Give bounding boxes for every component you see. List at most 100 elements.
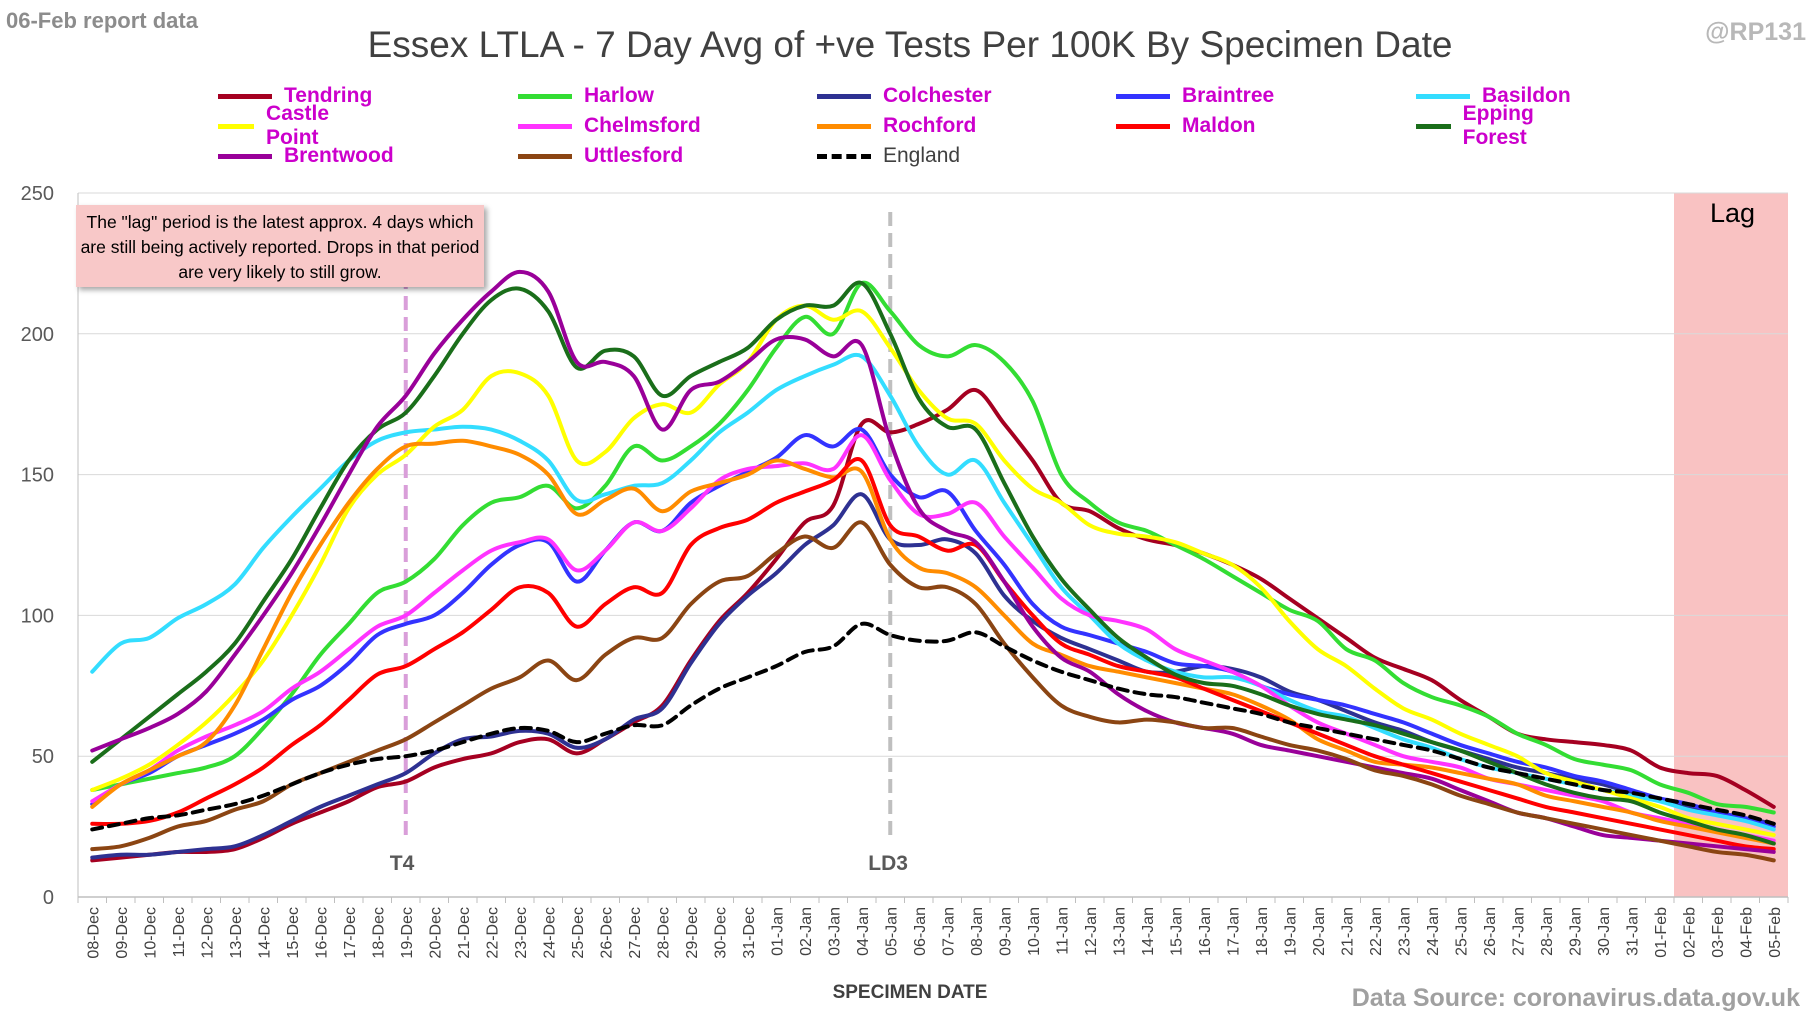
- legend-item-castle-point: Castle Point: [218, 102, 347, 149]
- x-tick-label: 25-Dec: [570, 907, 587, 959]
- x-tick-label: 28-Jan: [1539, 907, 1556, 956]
- x-tick-label: 25-Jan: [1453, 907, 1470, 956]
- series-line-braintree: [90, 426, 1776, 829]
- legend-item-chelmsford: Chelmsford: [518, 112, 701, 140]
- x-tick-label: 11-Jan: [1054, 907, 1071, 955]
- x-tick-label: 24-Jan: [1425, 907, 1442, 956]
- x-tick-label: 08-Dec: [85, 907, 102, 959]
- x-tick-label: 14-Jan: [1140, 907, 1157, 956]
- x-tick-label: 30-Jan: [1596, 907, 1613, 956]
- x-tick-label: 10-Jan: [1026, 907, 1043, 956]
- legend-item-maldon: Maldon: [1116, 112, 1256, 140]
- legend-label: Chelmsford: [584, 114, 701, 137]
- x-tick-label: 01-Jan: [769, 907, 786, 956]
- legend-label: Harlow: [584, 84, 655, 107]
- lag-label: Lag: [1710, 198, 1756, 228]
- legend-item-england: England: [817, 142, 960, 170]
- x-tick-label: 18-Dec: [370, 907, 387, 959]
- legend-item-brentwood: Brentwood: [218, 142, 394, 170]
- x-tick-label: 22-Jan: [1368, 907, 1385, 956]
- legend-label: Colchester: [883, 84, 992, 107]
- legend-swatch: [1416, 123, 1451, 129]
- legend-swatch: [518, 153, 572, 159]
- legend-item-epping-forest: Epping Forest: [1416, 102, 1553, 149]
- x-tick-label: 24-Dec: [541, 907, 558, 959]
- x-tick-label: 04-Feb: [1738, 907, 1755, 958]
- legend-swatch: [817, 123, 871, 129]
- x-tick-label: 26-Jan: [1482, 907, 1499, 956]
- x-tick-label: 06-Jan: [912, 907, 929, 956]
- y-tick-label: 0: [43, 887, 54, 909]
- series-line-tendring: [90, 388, 1776, 863]
- legend-swatch: [518, 93, 572, 99]
- x-tick-label: 08-Jan: [969, 907, 986, 956]
- x-tick-label: 05-Feb: [1767, 907, 1784, 958]
- x-tick-label: 16-Dec: [313, 907, 330, 959]
- x-tick-label: 13-Jan: [1111, 907, 1128, 956]
- series-line-maldon: [90, 457, 1776, 852]
- legend-label: Uttlesford: [584, 144, 684, 167]
- legend-label: England: [883, 144, 961, 167]
- legend-label: Tendring: [284, 84, 373, 107]
- x-tick-label: 30-Dec: [712, 907, 729, 959]
- legend-item-harlow: Harlow: [518, 82, 654, 110]
- x-tick-label: 26-Dec: [598, 907, 615, 959]
- x-tick-label: 09-Dec: [114, 907, 131, 959]
- x-tick-label: 16-Jan: [1197, 907, 1214, 956]
- series-line-castle-point: [90, 303, 1776, 838]
- x-tick-label: 27-Dec: [627, 907, 644, 959]
- series-line-uttlesford: [90, 520, 1776, 863]
- x-tick-label: 23-Jan: [1396, 907, 1413, 956]
- x-tick-label: 02-Jan: [798, 907, 815, 956]
- legend-item-rochford: Rochford: [817, 112, 976, 140]
- x-tick-label: 07-Jan: [940, 907, 957, 956]
- legend-item-basildon: Basildon: [1416, 82, 1571, 110]
- x-tick-label: 21-Dec: [456, 907, 473, 959]
- chart-title: Essex LTLA - 7 Day Avg of +ve Tests Per …: [367, 24, 1453, 65]
- x-axis-label: SPECIMEN DATE: [832, 982, 988, 1003]
- report-date: 06-Feb report data: [6, 8, 198, 33]
- legend-label: Castle Point: [266, 102, 330, 149]
- x-tick-label: 12-Jan: [1083, 907, 1100, 956]
- t4-marker-label: T4: [389, 852, 415, 875]
- x-tick-label: 14-Dec: [256, 907, 273, 959]
- x-tick-label: 11-Dec: [171, 907, 188, 957]
- legend-swatch: [218, 123, 255, 129]
- legend-swatch: [1116, 123, 1170, 129]
- x-tick-label: 19-Dec: [399, 907, 416, 959]
- y-tick-label: 100: [21, 605, 54, 627]
- x-tick-label: 29-Jan: [1567, 907, 1584, 956]
- author-handle: @RP131: [1705, 18, 1806, 46]
- x-tick-label: 13-Dec: [228, 907, 245, 959]
- series-line-england: [90, 621, 1776, 832]
- y-tick-label: 200: [21, 324, 54, 346]
- x-tick-label: 31-Dec: [741, 907, 758, 959]
- legend-label: Maldon: [1182, 114, 1256, 137]
- x-tick-label: 09-Jan: [997, 907, 1014, 956]
- lag-region: [1674, 193, 1788, 897]
- x-tick-label: 17-Dec: [342, 907, 359, 959]
- series-line-colchester: [90, 492, 1776, 860]
- x-tick-label: 01-Feb: [1653, 907, 1670, 958]
- x-tick-label: 18-Jan: [1254, 907, 1271, 956]
- legend-swatch: [1416, 93, 1470, 99]
- x-tick-label: 15-Dec: [285, 907, 302, 959]
- x-tick-label: 03-Jan: [826, 907, 843, 956]
- x-tick-label: 12-Dec: [199, 907, 216, 959]
- x-tick-label: 20-Dec: [427, 907, 444, 959]
- x-tick-label: 28-Dec: [655, 907, 672, 959]
- x-tick-label: 20-Jan: [1311, 907, 1328, 956]
- legend-label: Braintree: [1182, 84, 1275, 107]
- x-tick-label: 10-Dec: [142, 907, 159, 959]
- y-tick-label: 250: [21, 183, 54, 205]
- x-tick-label: 29-Dec: [684, 907, 701, 959]
- legend-item-colchester: Colchester: [817, 82, 992, 110]
- y-tick-label: 150: [21, 465, 54, 487]
- x-tick-label: 02-Feb: [1681, 907, 1698, 958]
- legend-swatch: [218, 153, 272, 159]
- x-tick-label: 31-Jan: [1624, 907, 1641, 956]
- legend-label: Brentwood: [284, 144, 394, 167]
- series-line-harlow: [90, 280, 1776, 815]
- series-line-rochford: [90, 438, 1776, 846]
